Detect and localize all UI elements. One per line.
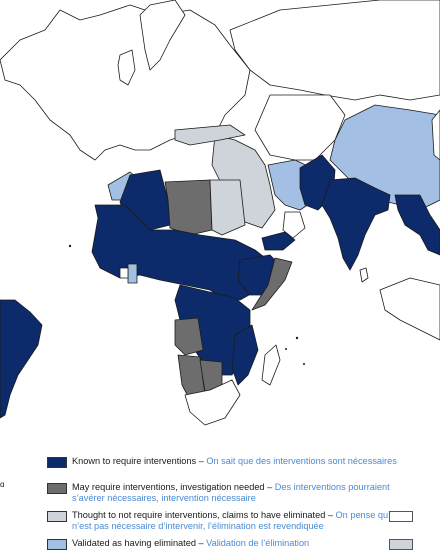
legend-label-fr: On sait que des interventions sont néces…	[206, 456, 397, 466]
legend-label-fr: Validation de l’élimination	[206, 538, 310, 548]
southeast-asia-known	[394, 194, 440, 256]
island-dot	[303, 363, 305, 365]
legend-swatch-grey	[389, 539, 413, 550]
russia-region	[229, 0, 440, 101]
oman-white	[282, 211, 306, 239]
legend-separator: –	[196, 456, 207, 466]
libya-may	[164, 179, 213, 236]
india-known	[321, 177, 391, 271]
edge-glyph: ɑ	[0, 480, 5, 489]
map-legend: Known to require interventions – On sait…	[0, 440, 440, 560]
somalia-may	[251, 257, 293, 311]
legend-separator: –	[264, 482, 275, 492]
angola-may	[174, 317, 204, 356]
south-america-known	[0, 299, 43, 419]
legend-swatch-validated	[47, 539, 67, 550]
turkey-thought	[174, 124, 246, 146]
island-dot	[295, 336, 299, 340]
map-regions	[0, 0, 440, 426]
central-asia	[254, 94, 346, 161]
mozambique-known	[231, 324, 259, 386]
madagascar-white	[261, 344, 281, 386]
uk-ireland	[117, 49, 136, 86]
egypt-thought	[209, 179, 246, 236]
legend-label-en: Known to require interventions	[72, 456, 197, 466]
legend-label-en: May require interventions, investigation…	[72, 482, 265, 492]
legend-swatch-thought	[47, 511, 67, 522]
legend-label-en: Thought to not require interventions, cl…	[72, 510, 326, 520]
legend-separator: –	[325, 510, 336, 520]
west-africa-validated	[127, 263, 138, 284]
guinea-gulf-white	[119, 267, 129, 279]
legend-separator: –	[195, 538, 207, 548]
legend-swatch-may	[47, 483, 67, 494]
legend-label-en: Validated as having eliminated	[72, 538, 196, 548]
yemen-known	[261, 231, 296, 251]
legend-label-fr: Des interventions pourraient s’avérer né…	[72, 482, 390, 503]
world-map	[0, 0, 440, 426]
japan-white	[431, 109, 440, 161]
scandinavia	[139, 0, 186, 71]
sri-lanka	[359, 267, 369, 283]
south-africa-white	[184, 379, 241, 426]
island-dot	[68, 244, 72, 248]
legend-swatch-no-data	[389, 511, 413, 522]
legend-label-fr: On pense qu’il n’est pas nécessaire d’in…	[72, 510, 395, 531]
island-dot	[285, 348, 287, 350]
australia-white	[379, 277, 440, 341]
legend-swatch-known	[47, 457, 67, 468]
